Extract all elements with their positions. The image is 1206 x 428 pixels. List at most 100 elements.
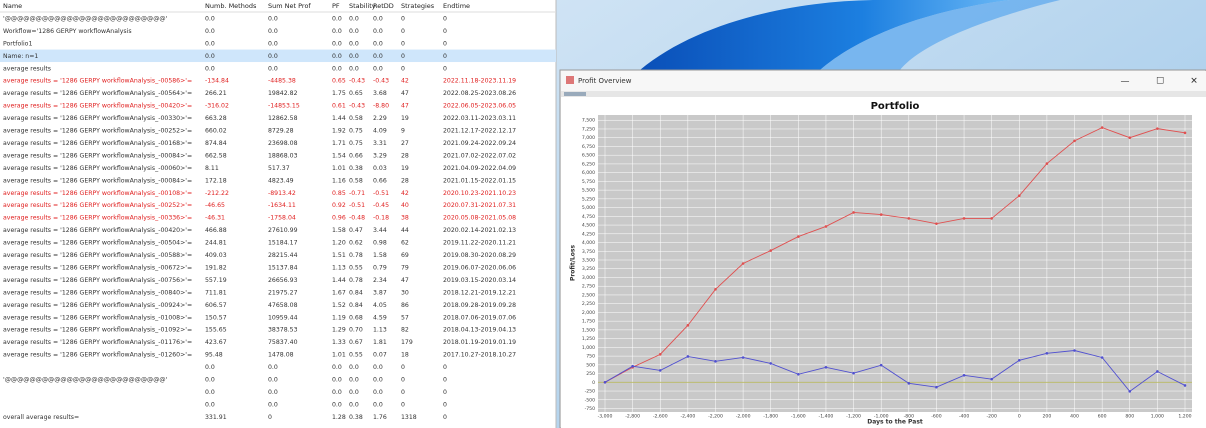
data-point	[852, 211, 855, 214]
window-title: Profit Overview	[578, 77, 632, 85]
table-cell: 0.65	[349, 90, 363, 97]
table-cell: 0	[401, 65, 405, 72]
table-cell: 1.81	[373, 339, 387, 346]
table-cell: 0.0	[205, 15, 215, 22]
table-cell: 47	[401, 103, 409, 110]
table-cell: 57	[401, 314, 409, 321]
table-cell: 0.78	[349, 277, 363, 284]
table-cell: 0	[401, 15, 405, 22]
table-cell: average results = '1286 GERPY workflowAn…	[3, 177, 192, 184]
maximize-button[interactable]: ☐	[1156, 77, 1164, 87]
data-point	[1018, 359, 1021, 362]
table-cell: -0.45	[373, 202, 389, 209]
table-cell: 0.38	[349, 165, 363, 172]
table-cell: 2021.07.02-2022.07.02	[443, 152, 516, 159]
table-cell: 266.21	[205, 90, 227, 97]
data-point	[1046, 162, 1049, 165]
table-cell: 0.84	[349, 289, 363, 296]
table-cell: 1.51	[332, 252, 346, 259]
table-cell: 0.03	[373, 165, 387, 172]
y-tick-label: -500	[585, 397, 596, 403]
table-cell: 1.13	[373, 327, 387, 334]
toolbar	[561, 91, 1206, 97]
y-tick-label: 6,000	[582, 170, 595, 176]
table-cell: 0.0	[373, 364, 383, 371]
y-axis-label: Profit/Loss	[570, 245, 577, 282]
column-header: Name	[3, 2, 22, 10]
table-cell: 0	[401, 53, 405, 60]
table-cell: -134.84	[205, 78, 229, 85]
table-cell: 2021.09.24-2022.09.24	[443, 140, 516, 147]
data-point	[1101, 126, 1104, 129]
table-cell: 2.29	[373, 115, 387, 122]
table-cell: average results = '1286 GERPY workflowAn…	[3, 103, 192, 110]
x-tick-label: -2,000	[736, 414, 751, 420]
table-cell: average results = '1286 GERPY workflowAn…	[3, 165, 192, 172]
table-cell: 874.84	[205, 140, 227, 147]
x-tick-label: -2,600	[653, 414, 668, 420]
table-cell: 0.0	[332, 53, 342, 60]
table-cell: -212.22	[205, 190, 229, 197]
data-point	[687, 324, 690, 327]
table-cell: 0.0	[268, 401, 278, 408]
table-cell: 172.18	[205, 177, 227, 184]
minimize-button[interactable]: —	[1121, 77, 1130, 87]
table-cell: 155.65	[205, 327, 227, 334]
data-point	[908, 217, 911, 220]
table-cell: 40	[401, 202, 409, 209]
table-cell: 1.16	[332, 177, 346, 184]
x-tick-label: -600	[931, 414, 942, 420]
y-tick-label: 250	[586, 371, 595, 377]
table-cell: 15184.17	[268, 240, 298, 247]
table-cell: 0.0	[205, 401, 215, 408]
table-cell: 0.96	[332, 215, 346, 222]
table-cell: 0	[443, 414, 447, 421]
table-cell: 0.38	[349, 414, 363, 421]
toolbar-item[interactable]	[564, 92, 586, 96]
table-cell: 0.0	[205, 40, 215, 47]
y-tick-label: -750	[585, 406, 596, 412]
table-cell: average results = '1286 GERPY workflowAn…	[3, 190, 192, 197]
table-cell: 0.0	[373, 40, 383, 47]
table-cell: 0	[443, 28, 447, 35]
table-cell: 0	[401, 28, 405, 35]
table-cell: 3.87	[373, 289, 387, 296]
column-header: Numb. Methods	[205, 2, 257, 10]
x-tick-label: -3,000	[598, 414, 613, 420]
table-cell: average results = '1286 GERPY workflowAn…	[3, 140, 192, 147]
table-cell: 1.13	[332, 264, 346, 271]
table-cell: average results = '1286 GERPY workflowAn…	[3, 339, 192, 346]
x-tick-label: -2,400	[680, 414, 695, 420]
table-cell: 86	[401, 302, 409, 309]
table-cell: '@@@@@@@@@@@@@@@@@@@@@@@@@@'	[3, 14, 168, 22]
y-tick-label: 4,500	[582, 223, 595, 229]
table-cell: 0	[401, 401, 405, 408]
table-cell: 0.0	[205, 28, 215, 35]
table-cell: 1.28	[332, 414, 346, 421]
close-button[interactable]: ✕	[1190, 77, 1198, 87]
table-cell: 663.28	[205, 115, 227, 122]
table-cell: 44	[401, 227, 409, 234]
table-cell: 150.57	[205, 314, 227, 321]
table-cell: 1.75	[332, 90, 346, 97]
table-cell: average results = '1286 GERPY workflowAn…	[3, 252, 192, 259]
table-cell: 9	[401, 128, 405, 135]
y-tick-label: -250	[585, 389, 596, 395]
table-cell: 2018.01.19-2019.01.19	[443, 339, 516, 346]
table-cell: 19	[401, 165, 409, 172]
table-cell: 0.0	[205, 53, 215, 60]
table-cell: 0.0	[332, 364, 342, 371]
table-cell: 0.0	[332, 65, 342, 72]
table-cell: average results = '1286 GERPY workflowAn…	[3, 277, 192, 284]
table-cell: 0	[268, 414, 272, 421]
table-cell: 27610.99	[268, 227, 298, 234]
table-cell: -0.43	[349, 103, 365, 110]
table-cell: 0.0	[268, 364, 278, 371]
data-point	[963, 374, 966, 377]
data-point	[852, 372, 855, 375]
y-tick-label: 1,250	[582, 336, 595, 342]
table-cell: 0.0	[373, 53, 383, 60]
table-cell: 711.81	[205, 289, 227, 296]
